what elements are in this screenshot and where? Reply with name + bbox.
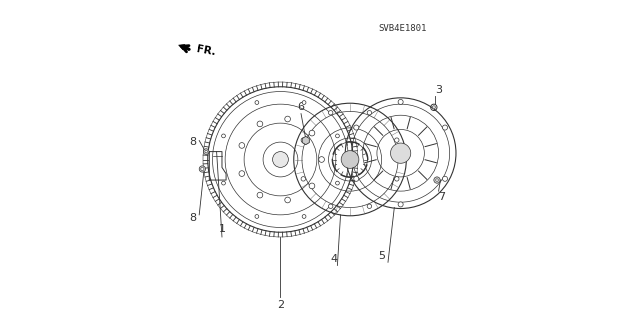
Circle shape — [257, 192, 263, 198]
Circle shape — [335, 134, 339, 138]
Circle shape — [354, 125, 359, 130]
Text: 4: 4 — [331, 254, 338, 264]
Circle shape — [328, 204, 333, 208]
Circle shape — [367, 204, 372, 208]
Circle shape — [221, 181, 225, 185]
Circle shape — [199, 166, 205, 172]
Circle shape — [309, 183, 315, 189]
Circle shape — [309, 130, 315, 136]
Text: FR.: FR. — [196, 44, 217, 58]
Circle shape — [390, 143, 411, 163]
Text: SVB4E1801: SVB4E1801 — [378, 24, 426, 33]
Text: 1: 1 — [218, 224, 225, 234]
Text: 2: 2 — [277, 300, 284, 310]
Text: 6: 6 — [298, 102, 305, 112]
Circle shape — [354, 176, 359, 181]
Circle shape — [221, 134, 225, 138]
Circle shape — [398, 202, 403, 207]
Text: 7: 7 — [438, 192, 445, 203]
Circle shape — [257, 121, 263, 127]
Circle shape — [301, 138, 305, 142]
Circle shape — [273, 152, 289, 167]
Text: 8: 8 — [189, 137, 196, 147]
Circle shape — [302, 215, 306, 219]
Circle shape — [205, 150, 207, 153]
Circle shape — [367, 111, 372, 115]
Circle shape — [442, 125, 447, 130]
Circle shape — [285, 116, 291, 122]
Circle shape — [302, 100, 306, 104]
Circle shape — [201, 167, 204, 171]
Circle shape — [341, 151, 359, 168]
Circle shape — [395, 138, 399, 142]
Circle shape — [434, 177, 440, 183]
Circle shape — [432, 106, 435, 109]
Text: 5: 5 — [378, 251, 385, 261]
Circle shape — [395, 177, 399, 181]
Text: 8: 8 — [189, 213, 196, 223]
Circle shape — [255, 100, 259, 104]
Circle shape — [398, 100, 403, 105]
Circle shape — [335, 181, 339, 185]
Circle shape — [328, 111, 333, 115]
Circle shape — [319, 157, 324, 162]
Circle shape — [301, 177, 305, 181]
Polygon shape — [302, 137, 309, 145]
Circle shape — [239, 143, 244, 148]
Circle shape — [442, 176, 447, 181]
Circle shape — [255, 215, 259, 219]
Circle shape — [285, 197, 291, 203]
Circle shape — [436, 179, 438, 181]
Circle shape — [204, 149, 209, 154]
Text: 3: 3 — [435, 85, 442, 95]
Circle shape — [239, 171, 244, 176]
